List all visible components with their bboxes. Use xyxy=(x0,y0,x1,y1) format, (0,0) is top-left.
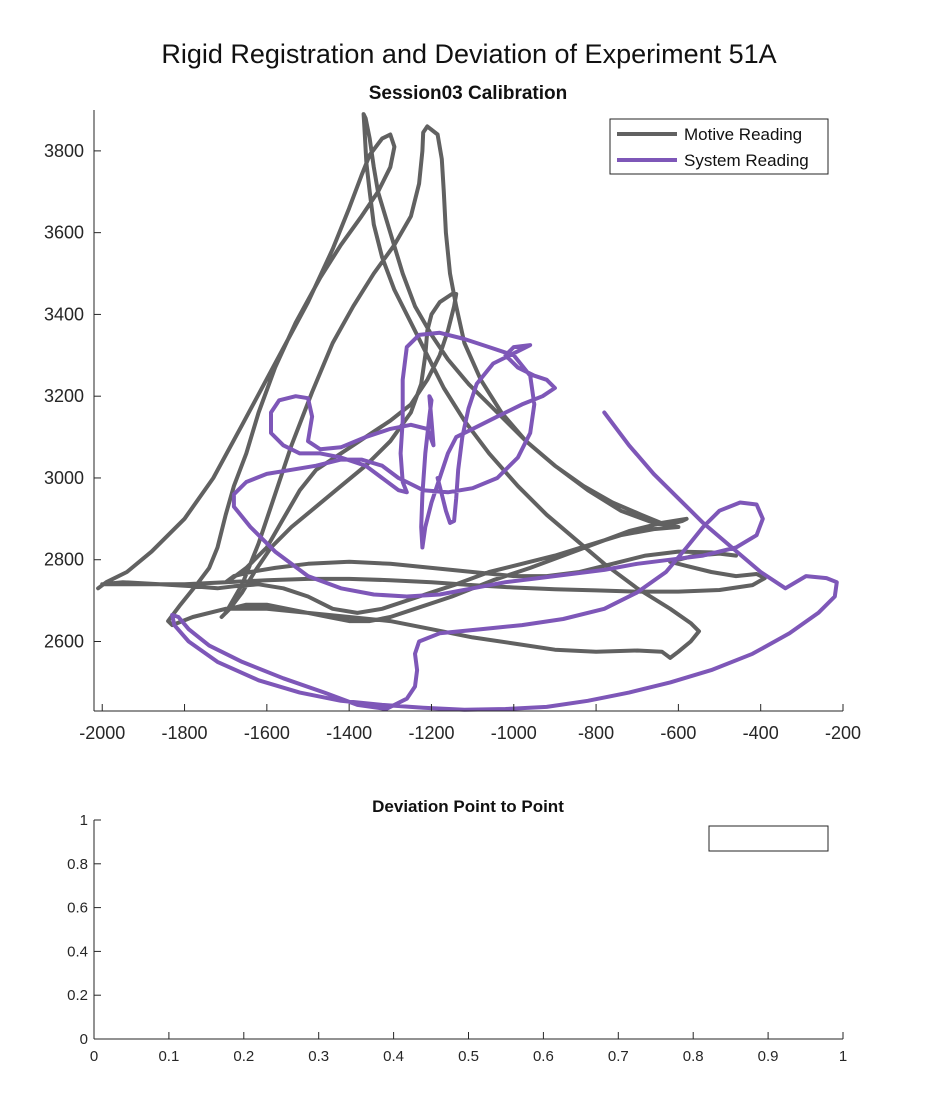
y-tick-label: 3600 xyxy=(44,223,84,243)
y-tick-label: 0.6 xyxy=(67,900,88,917)
x-tick-label: 0.6 xyxy=(533,1048,554,1065)
x-tick-label: 0.5 xyxy=(458,1048,479,1065)
x-tick-label: 0.9 xyxy=(758,1048,779,1065)
x-tick-label: -600 xyxy=(660,723,696,743)
top-axes-x-ticks: -2000 -1800 -1600 -1400 -1200 -1000 -800 -600 -4… xyxy=(79,704,861,743)
top-axes-legend: Motive Reading System Reading xyxy=(609,118,829,175)
x-tick-label: -1600 xyxy=(244,723,290,743)
bottom-axes-empty-legend xyxy=(708,825,829,852)
y-tick-label: 0 xyxy=(80,1031,88,1048)
x-tick-label: 0.3 xyxy=(308,1048,329,1065)
y-tick-label: 0.2 xyxy=(67,987,88,1004)
x-tick-label: 1 xyxy=(839,1048,847,1065)
legend-box xyxy=(609,118,829,175)
figure-suptitle: Rigid Registration and Deviation of Expe… xyxy=(161,39,776,69)
top-axes-plot-area xyxy=(96,112,839,712)
y-tick-label: 1 xyxy=(80,812,88,829)
top-axes-y-ticks: 2600 2800 3000 3200 3400 3600 3800 xyxy=(44,141,101,651)
series-line-system-reading xyxy=(170,330,839,712)
legend-label-system-reading: System Reading xyxy=(684,151,809,170)
bottom-axes-x-ticks: 0 0.1 0.2 0.3 0.4 0.5 0.6 0.7 0.8 0.9 1 xyxy=(90,1032,847,1065)
x-tick-label: 0.8 xyxy=(683,1048,704,1065)
series-line-motive-reading xyxy=(96,112,767,660)
x-tick-label: -1800 xyxy=(162,723,208,743)
legend-label-motive-reading: Motive Reading xyxy=(684,125,802,144)
bottom-axes-y-ticks: 0 0.2 0.4 0.6 0.8 1 xyxy=(67,812,101,1048)
bottom-axes: Deviation Point to Point 0 0.1 0.2 0.3 0.4 0.… xyxy=(67,797,847,1065)
y-tick-label: 2800 xyxy=(44,550,84,570)
top-axes-title: Session03 Calibration xyxy=(369,83,568,104)
y-tick-label: 2600 xyxy=(44,631,84,651)
x-tick-label: -1000 xyxy=(491,723,537,743)
x-tick-label: 0.4 xyxy=(383,1048,404,1065)
x-tick-label: -200 xyxy=(825,723,861,743)
x-tick-label: -1400 xyxy=(326,723,372,743)
top-axes: Session03 Calibration -2000 -1800 -1600 -14… xyxy=(44,83,861,743)
x-tick-label: 0.2 xyxy=(233,1048,254,1065)
x-tick-label: -1200 xyxy=(408,723,454,743)
y-tick-label: 3200 xyxy=(44,386,84,406)
x-tick-label: -400 xyxy=(743,723,779,743)
x-tick-label: -800 xyxy=(578,723,614,743)
x-tick-label: 0 xyxy=(90,1048,98,1065)
y-tick-label: 3400 xyxy=(44,304,84,324)
x-tick-label: 0.1 xyxy=(158,1048,179,1065)
y-tick-label: 3800 xyxy=(44,141,84,161)
x-tick-label: 0.7 xyxy=(608,1048,629,1065)
y-tick-label: 0.4 xyxy=(67,943,88,960)
y-tick-label: 3000 xyxy=(44,468,84,488)
y-tick-label: 0.8 xyxy=(67,856,88,873)
x-tick-label: -2000 xyxy=(79,723,125,743)
bottom-axes-title: Deviation Point to Point xyxy=(372,797,564,816)
